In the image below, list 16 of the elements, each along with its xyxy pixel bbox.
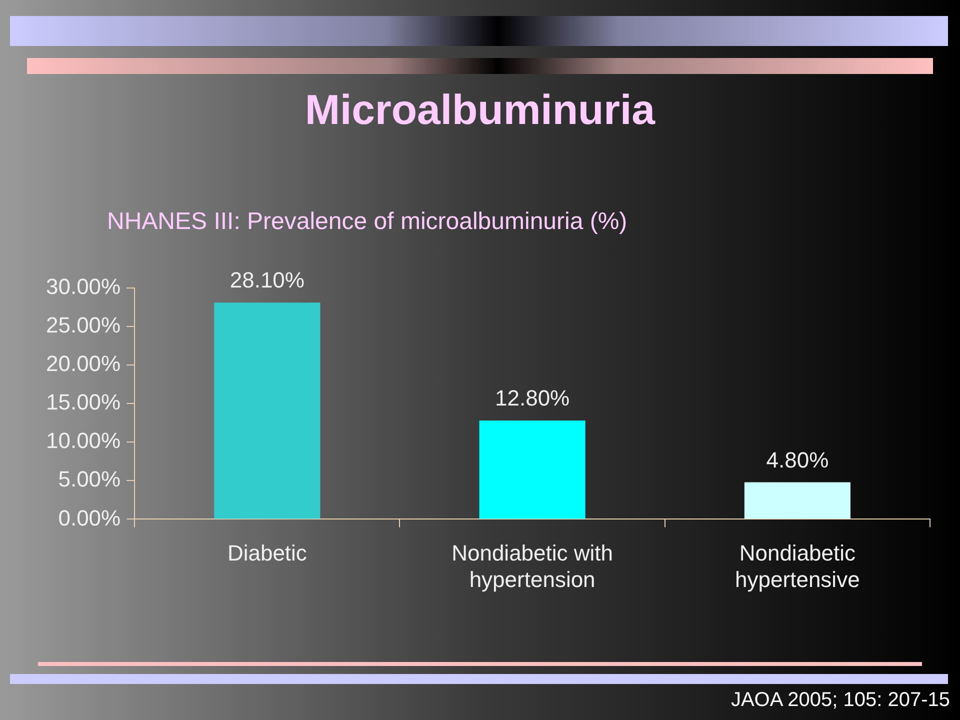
y-tick-label: 10.00% bbox=[46, 428, 121, 454]
y-tick-label: 15.00% bbox=[46, 390, 121, 415]
data-label: 28.10% bbox=[230, 268, 304, 293]
x-tick-label: Nondiabetic with hypertension bbox=[452, 540, 614, 592]
y-tick-label: 5.00% bbox=[58, 466, 121, 492]
y-tick-label: 25.00% bbox=[46, 312, 121, 338]
data-label: 4.80% bbox=[766, 447, 829, 472]
y-tick-label: 30.00% bbox=[46, 274, 121, 300]
y-tick-label: 20.00% bbox=[46, 351, 121, 376]
chart-title: Microalbuminuria bbox=[304, 86, 656, 134]
x-tick-label: Nondiabetic hypertensive bbox=[735, 540, 860, 592]
y-tick-label: 0.00% bbox=[58, 505, 121, 530]
text: JAOA 2005; 105: 207-15 bbox=[730, 689, 950, 712]
x-tick-label: Diabetic bbox=[227, 540, 307, 566]
data-label: 12.80% bbox=[494, 386, 570, 411]
chart-subtitle: NHANES III: Prevalence of microalbuminuria (%) bbox=[107, 208, 628, 236]
